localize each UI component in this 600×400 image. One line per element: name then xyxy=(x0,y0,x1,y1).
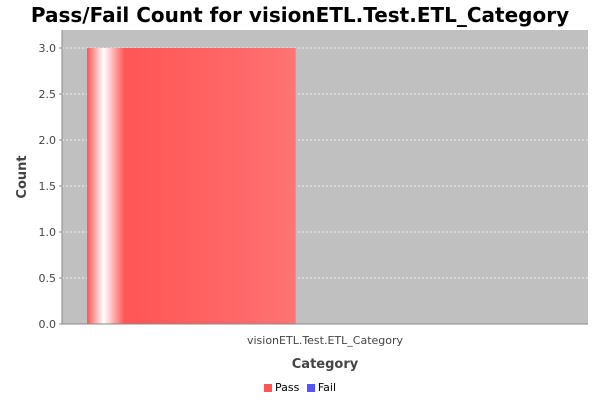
x-axis-label: Category xyxy=(292,357,359,372)
legend-label-pass: Pass xyxy=(274,381,300,394)
bars xyxy=(87,48,296,324)
y-tick-label: 0.5 xyxy=(39,272,57,285)
legend-label-fail: Fail xyxy=(317,381,336,394)
y-tick-label: 2.0 xyxy=(39,134,57,147)
y-tick-label: 2.5 xyxy=(39,88,57,101)
y-tick-labels: 0.0 0.5 1.0 1.5 2.0 2.5 3.0 xyxy=(39,42,62,331)
legend-swatch-pass xyxy=(263,383,272,392)
legend: Pass Fail xyxy=(0,381,600,395)
x-tick-labels: visionETL.Test.ETL_Category xyxy=(247,334,404,347)
y-tick-label: 1.0 xyxy=(39,226,57,239)
x-tick-label: visionETL.Test.ETL_Category xyxy=(247,334,404,347)
y-tick-label: 3.0 xyxy=(39,42,57,55)
y-axis-label: Count xyxy=(15,155,30,198)
y-tick-label: 0.0 xyxy=(39,318,57,331)
legend-item-pass: Pass xyxy=(263,381,300,394)
legend-swatch-fail xyxy=(306,383,315,392)
chart-title: Pass/Fail Count for visionETL.Test.ETL_C… xyxy=(30,3,570,27)
bar-pass xyxy=(87,48,296,324)
y-tick-label: 1.5 xyxy=(39,180,57,193)
legend-item-fail: Fail xyxy=(306,381,336,394)
